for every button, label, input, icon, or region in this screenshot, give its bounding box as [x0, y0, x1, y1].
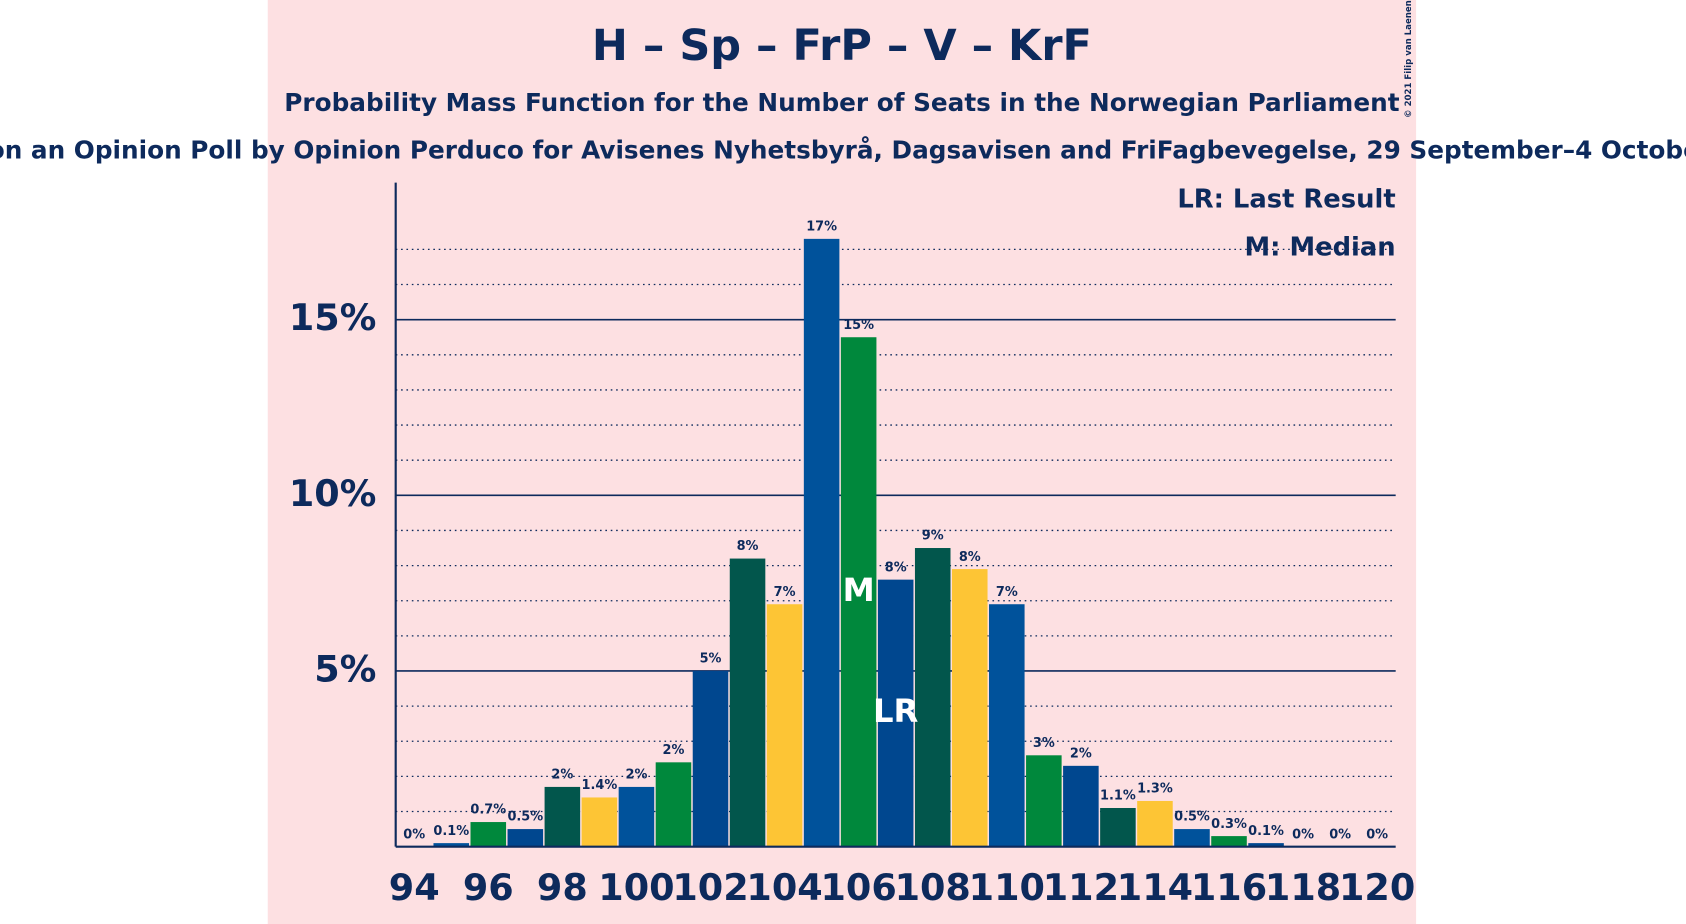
value-label: 0% [1366, 827, 1388, 842]
bar [877, 579, 914, 847]
bar [692, 670, 729, 847]
value-label: 1.4% [582, 778, 618, 793]
x-tick-label: 108 [895, 866, 971, 909]
bar [655, 762, 692, 847]
value-label: 17% [806, 220, 837, 235]
bar [507, 829, 544, 847]
value-label: 0.5% [1174, 810, 1210, 825]
bar [1063, 765, 1099, 847]
chart-title: H – Sp – FrP – V – KrF [592, 21, 1092, 71]
value-label: 2% [625, 768, 647, 783]
value-label: 0.1% [433, 824, 469, 839]
value-label: 0% [1292, 827, 1314, 842]
bar [544, 786, 581, 847]
value-label: 0.7% [470, 803, 506, 818]
bar [803, 238, 840, 847]
bar [433, 843, 470, 847]
value-label: 0.1% [1248, 824, 1284, 839]
marker-label: M [843, 571, 875, 609]
x-tick-label: 110 [969, 866, 1045, 909]
bar [1026, 755, 1062, 847]
value-label: 0.3% [1211, 817, 1247, 832]
x-tick-label: 94 [389, 866, 440, 909]
value-label: 8% [959, 550, 981, 565]
copyright: © 2021 Filip van Laenen [1404, 0, 1414, 118]
x-tick-label: 116 [1191, 866, 1267, 909]
x-tick-label: 106 [821, 866, 897, 909]
chart-source: Based on an Opinion Poll by Opinion Perd… [0, 135, 1686, 164]
x-tick-label: 102 [672, 866, 748, 909]
bar [729, 558, 766, 847]
x-tick-label: 120 [1339, 866, 1415, 909]
bar [470, 822, 507, 847]
value-label: 0% [1329, 827, 1351, 842]
x-tick-label: 104 [746, 866, 822, 909]
value-label: 0% [403, 827, 425, 842]
bar [951, 569, 988, 847]
value-label: 2% [551, 768, 573, 783]
y-tick-label: 5% [314, 647, 376, 690]
bar [989, 604, 1025, 847]
y-tick-label: 10% [289, 472, 376, 515]
value-label: 7% [774, 585, 796, 600]
value-label: 2% [1070, 747, 1092, 762]
x-tick-label: 112 [1043, 866, 1119, 909]
marker-label: LR [873, 692, 919, 730]
value-label: 5% [700, 652, 722, 667]
bar [1248, 843, 1284, 847]
bar [766, 604, 803, 847]
value-label: 8% [737, 539, 759, 554]
x-tick-label: 114 [1117, 866, 1193, 909]
value-label: 2% [663, 743, 685, 758]
value-label: 9% [922, 529, 944, 544]
value-label: 15% [843, 318, 874, 333]
value-label: 3% [1033, 736, 1055, 751]
x-tick-label: 100 [598, 866, 674, 909]
bar [618, 786, 655, 847]
bar [581, 797, 618, 847]
bar [914, 548, 951, 847]
bar [1100, 807, 1136, 847]
legend-entry: LR: Last Result [1177, 184, 1395, 214]
y-tick-label: 15% [289, 296, 376, 339]
value-label: 1.1% [1100, 789, 1136, 804]
value-label: 7% [996, 585, 1018, 600]
bar [1137, 800, 1173, 847]
value-label: 8% [885, 560, 907, 575]
bar [1174, 829, 1210, 847]
x-tick-label: 118 [1265, 866, 1341, 909]
bar [1211, 836, 1247, 847]
bar [840, 337, 877, 847]
chart-subtitle: Probability Mass Function for the Number… [284, 88, 1399, 117]
legend-entry: M: Median [1244, 233, 1395, 263]
x-tick-label: 96 [463, 866, 514, 909]
value-label: 0.5% [507, 810, 543, 825]
x-tick-label: 98 [537, 866, 588, 909]
value-label: 1.3% [1137, 782, 1173, 797]
